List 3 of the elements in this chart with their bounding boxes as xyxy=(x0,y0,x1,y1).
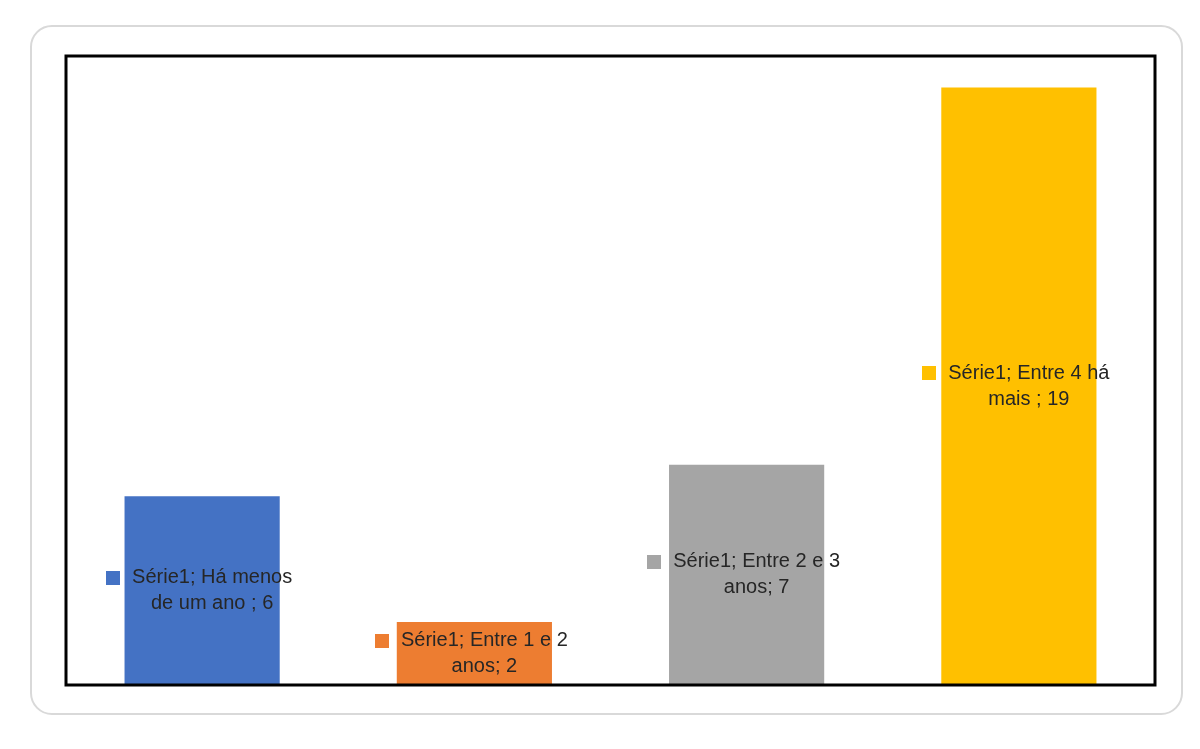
data-label: Série1; Entre 2 e 3 anos; 7 xyxy=(673,549,841,598)
data-label: Série1; Entre 1 e 2 anos; 2 xyxy=(400,628,568,677)
bar xyxy=(669,464,825,685)
